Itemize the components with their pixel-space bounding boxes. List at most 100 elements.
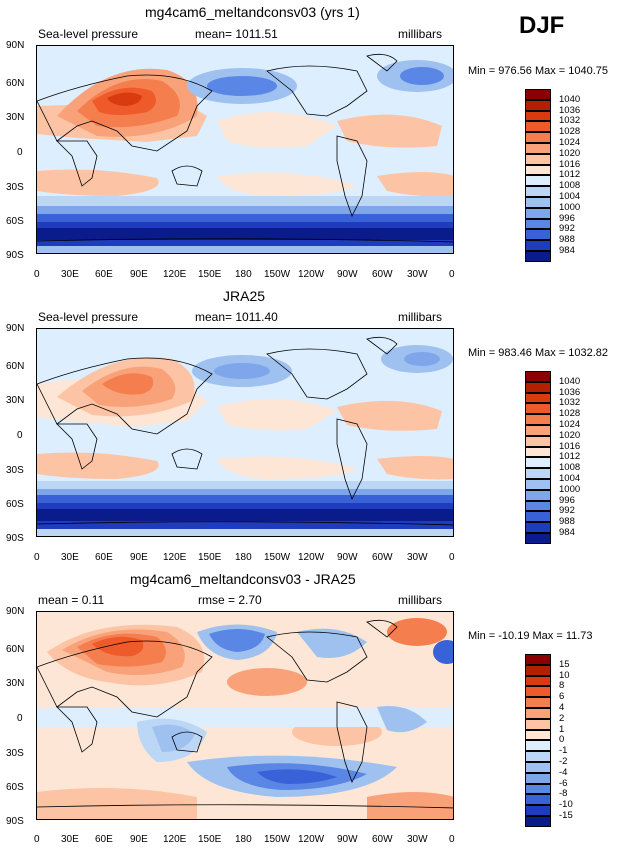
colorbar-label: 1032 [559,397,581,409]
colorbar-swatch [525,446,551,458]
panel-title: mg4cam6_meltandconsv03 - JRA25 [130,571,356,587]
map-field [37,329,453,536]
colorbar-swatch [525,718,551,730]
colorbar-swatch [525,392,551,404]
map-plot [36,611,454,820]
lon-label: 150E [198,269,222,280]
lat-label: 90N [6,40,25,51]
colorbar-label: 6 [559,691,565,703]
colorbar-label: 10 [559,669,570,681]
colorbar-label: 1012 [559,169,581,181]
lon-label: 60E [95,552,113,563]
lon-label: 150E [198,552,222,563]
colorbar-label: 984 [559,527,575,538]
colorbar-label: -10 [559,799,573,811]
lon-label: 150W [264,552,291,563]
field-label: Sea-level pressure [38,27,139,41]
colorbar-swatch [525,371,551,382]
colorbar-swatch [525,533,551,544]
colorbar-label: 1 [559,723,565,735]
colorbar-swatch [525,197,551,208]
lat-label: 30S [6,465,24,476]
lon-label: 120W [298,552,325,563]
colorbar-label: 1036 [559,104,581,116]
colorbar-label: 1028 [559,408,581,420]
colorbar-swatch [525,251,551,262]
colorbar-swatch [525,121,551,133]
colorbar-label: 2 [559,712,565,724]
lon-label: 60W [372,269,393,280]
lon-label: 150E [198,834,222,845]
lon-label: 180 [235,834,252,845]
colorbar-label: 996 [559,212,575,224]
lon-label: 30E [61,269,79,280]
lat-label: 60N [6,644,25,655]
colorbar-label: 1032 [559,115,581,127]
lat-label: 90S [6,816,24,827]
colorbar-label: 1036 [559,386,581,398]
lat-label: 30N [6,678,25,689]
lat-label: 60S [6,782,24,793]
colorbar-swatch [525,522,551,533]
lon-label: 180 [235,552,252,563]
units-label: millibars [398,310,443,324]
colorbar-label: -15 [559,810,573,821]
lon-label: 90E [130,269,148,280]
colorbar-label: 4 [559,702,565,713]
lat-label: 60N [6,78,25,89]
colorbar-swatch [525,783,551,795]
map-field [37,46,453,253]
colorbar-label: 1040 [559,93,581,105]
colorbar-swatch [525,511,551,523]
lat-label: 60S [6,216,24,227]
colorbar-swatch [525,207,551,219]
lon-label: 90W [337,552,358,563]
colorbar-label: 1020 [559,429,581,441]
panel-title: mg4cam6_meltandconsv03 (yrs 1) [145,4,360,20]
colorbar-swatch [525,457,551,469]
lon-label: 60E [95,269,113,280]
lon-label: 30W [407,552,428,563]
colorbar-label: 1004 [559,473,581,484]
lon-label: 0 [449,269,455,280]
lon-label: 120E [163,552,187,563]
lon-label: 150W [264,269,291,280]
colorbar-swatch [525,805,551,816]
colorbar-swatch [525,751,551,762]
colorbar-label: 8 [559,680,565,692]
colorbar-label: 996 [559,494,575,506]
colorbar-label: 992 [559,505,575,517]
colorbar-label: -6 [559,777,568,789]
lon-label: 120W [298,834,325,845]
colorbar-swatch [525,414,551,425]
colorbar-label: 1012 [559,451,581,463]
lat-label: 0 [17,147,23,158]
colorbar-swatch [525,740,551,752]
colorbar-swatch [525,186,551,197]
units-label: millibars [398,593,443,607]
lon-label: 0 [34,269,40,280]
colorbar-swatch [525,489,551,501]
colorbar-swatch [525,479,551,490]
colorbar-swatch [525,697,551,708]
lon-label: 30W [407,834,428,845]
colorbar-swatch [525,403,551,415]
lat-label: 30S [6,748,24,759]
lon-label: 0 [449,834,455,845]
map-plot [36,328,454,537]
colorbar-swatch [525,729,551,741]
colorbar-swatch [525,132,551,143]
lat-label: 30S [6,182,24,193]
colorbar-label: 1008 [559,180,581,192]
colorbar-swatch [525,468,551,479]
mean-label: mean= 1011.51 [195,27,278,41]
colorbar-label: 984 [559,245,575,256]
colorbar-label: 1008 [559,462,581,474]
colorbar-swatch [525,654,551,665]
colorbar-label: 1016 [559,440,581,452]
lon-label: 60E [95,834,113,845]
colorbar-label: 1024 [559,419,581,430]
lat-label: 0 [17,713,23,724]
colorbar-swatch [525,686,551,698]
colorbar-swatch [525,229,551,241]
